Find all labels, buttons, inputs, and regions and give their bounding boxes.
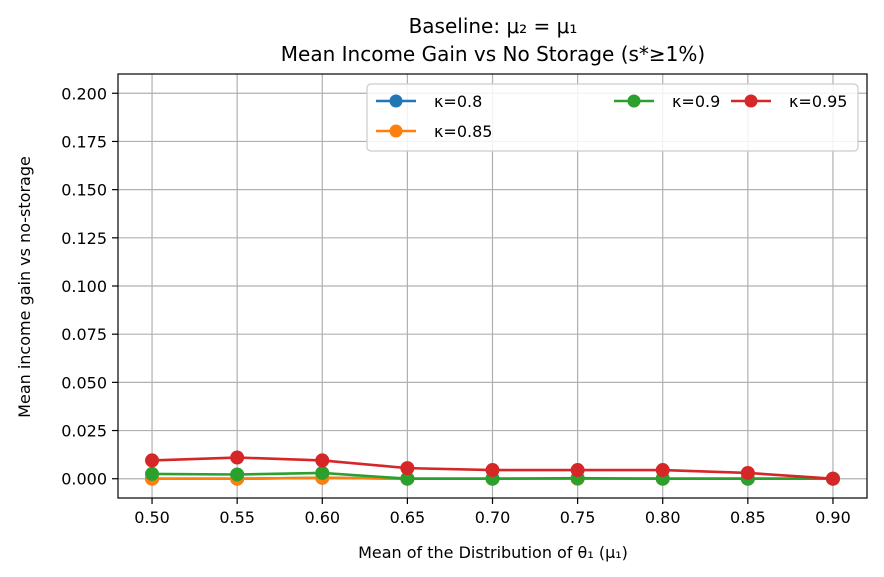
y-tick-label: 0.075 — [61, 325, 107, 344]
data-point — [740, 465, 755, 480]
data-point — [655, 463, 670, 478]
x-tick-label: 0.80 — [645, 508, 681, 527]
data-point — [145, 453, 160, 468]
x-tick-label: 0.85 — [730, 508, 766, 527]
y-axis-label: Mean income gain vs no-storage — [15, 156, 34, 418]
series-lines — [145, 450, 840, 486]
data-point — [315, 453, 330, 468]
legend-label: κ=0.95 — [789, 92, 847, 111]
x-axis-label: Mean of the Distribution of θ₁ (μ₁) — [358, 543, 628, 562]
x-tick-label: 0.75 — [560, 508, 596, 527]
legend: κ=0.8 κ=0.85 κ=0.9 κ=0.95 — [366, 83, 859, 152]
y-tick-label: 0.050 — [61, 373, 107, 392]
legend-marker — [744, 94, 758, 108]
y-tick-label: 0.025 — [61, 422, 107, 441]
axes: 0.50 0.55 0.60 0.65 0.70 0.75 0.80 0.85 0.90 0.00… — [61, 73, 868, 527]
data-point — [145, 466, 160, 481]
chart-title: Baseline: μ₂ = μ₁ — [409, 14, 578, 38]
legend-marker — [389, 94, 403, 108]
legend-label: κ=0.8 — [434, 92, 482, 111]
data-point — [230, 467, 245, 482]
x-tick-label: 0.50 — [134, 508, 170, 527]
x-tick-label: 0.55 — [219, 508, 255, 527]
y-tick-label: 0.175 — [61, 132, 107, 151]
x-tick-label: 0.65 — [390, 508, 426, 527]
data-point — [485, 463, 500, 478]
data-point — [570, 463, 585, 478]
data-point — [230, 450, 245, 465]
chart-subtitle: Mean Income Gain vs No Storage (s*≥1%) — [281, 42, 705, 66]
x-tick-label: 0.90 — [815, 508, 851, 527]
data-point — [400, 461, 415, 476]
y-tick-label: 0.000 — [61, 470, 107, 489]
legend-marker — [389, 124, 403, 138]
legend-label: κ=0.85 — [434, 122, 492, 141]
data-point — [825, 471, 840, 486]
y-tick-label: 0.100 — [61, 277, 107, 296]
x-tick-label: 0.70 — [475, 508, 511, 527]
data-point — [315, 465, 330, 480]
plot-frame — [117, 73, 868, 499]
legend-label: κ=0.9 — [672, 92, 720, 111]
y-tick-label: 0.125 — [61, 229, 107, 248]
y-tick-label: 0.150 — [61, 181, 107, 200]
x-tick-label: 0.60 — [304, 508, 340, 527]
legend-marker — [627, 94, 641, 108]
y-tick-label: 0.200 — [61, 84, 107, 103]
